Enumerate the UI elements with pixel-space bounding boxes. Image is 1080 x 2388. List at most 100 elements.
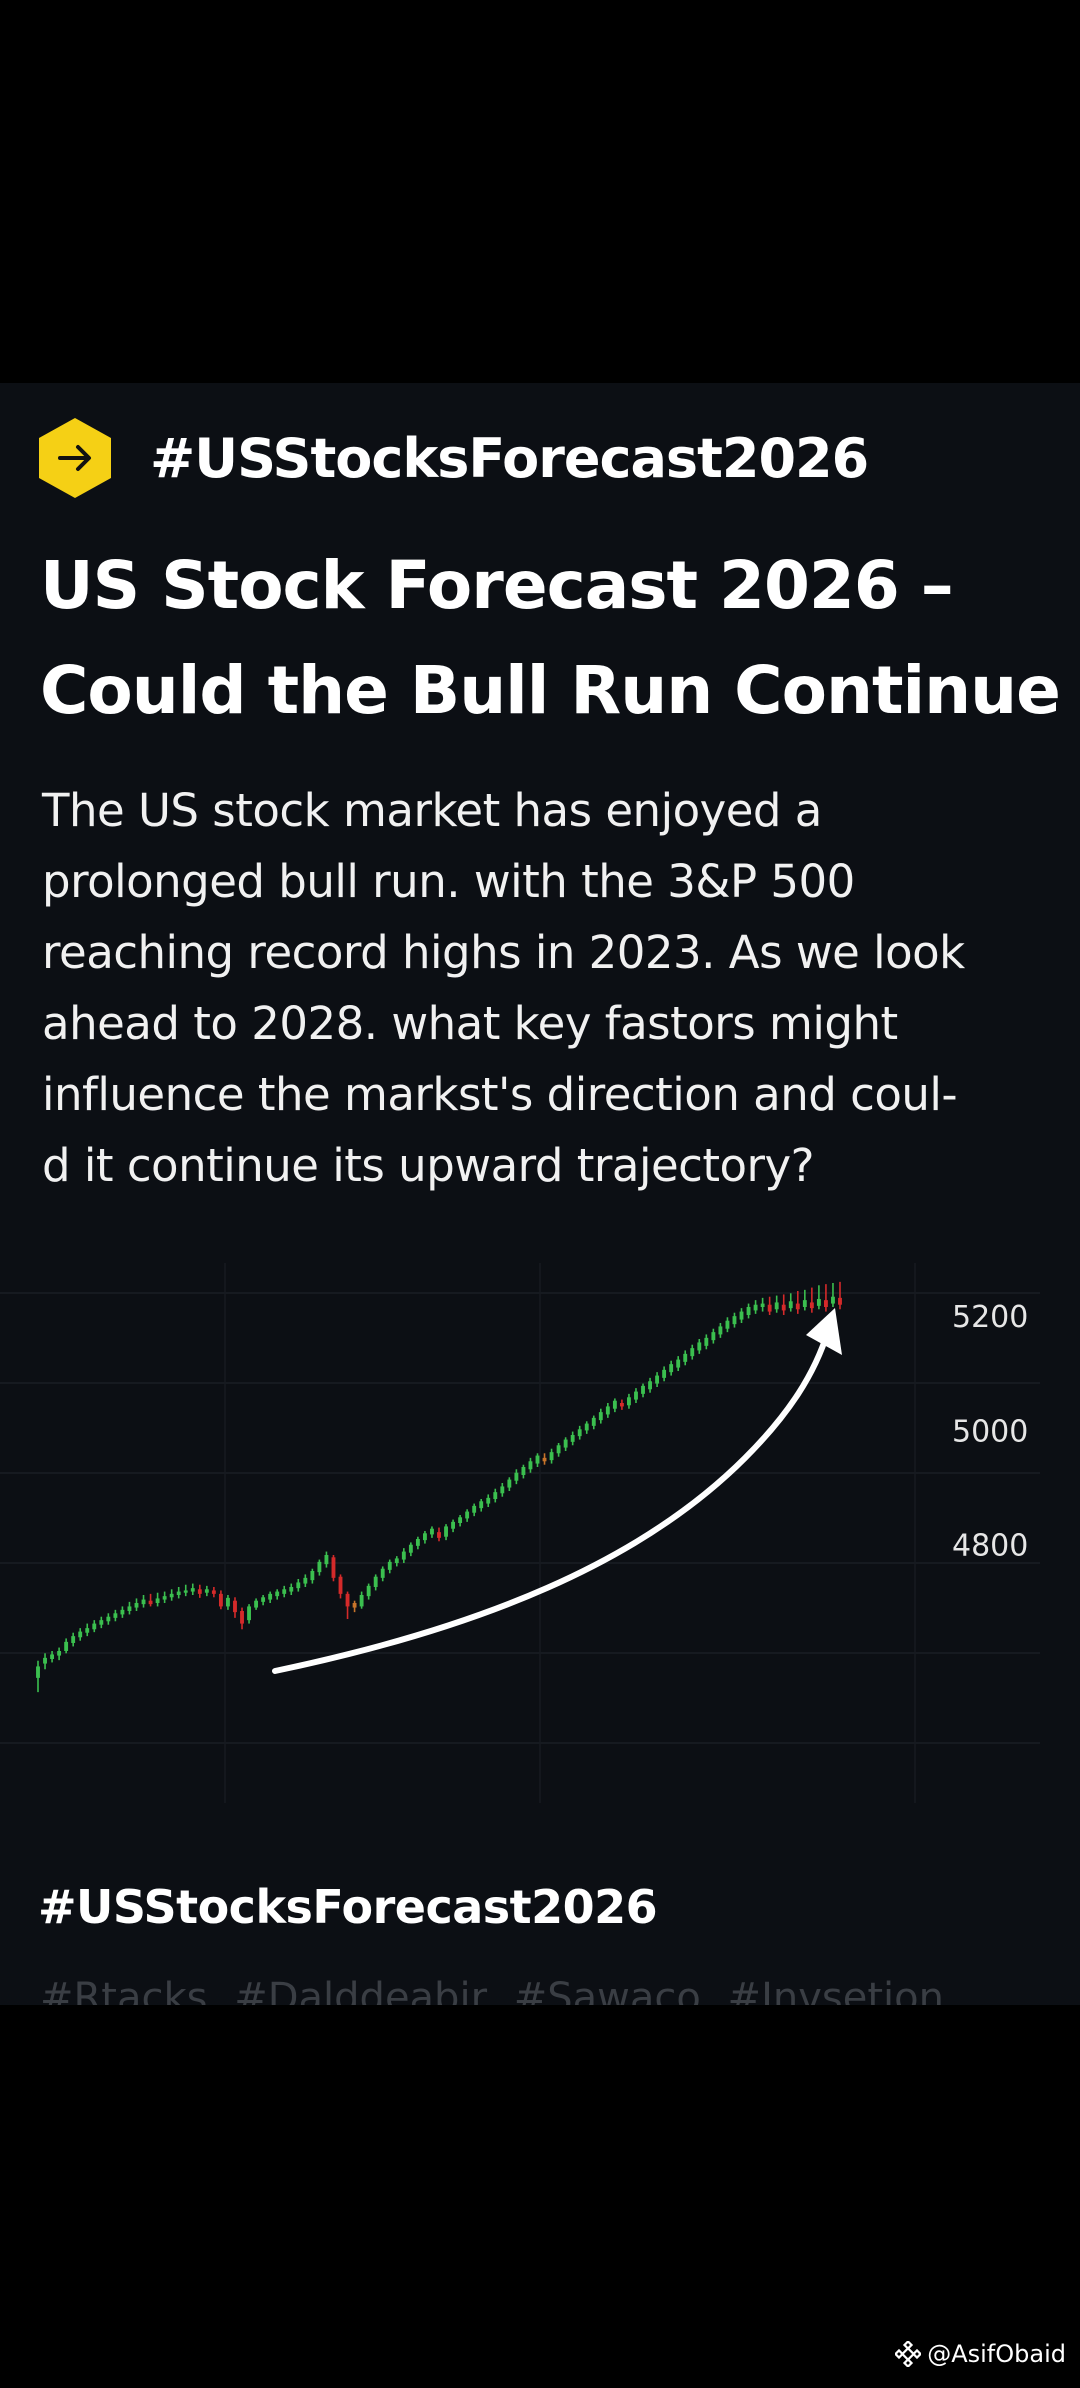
title-line: US Stock Forecast 2026 – [40,547,954,624]
title-line: Could the Bull Run Continue [40,652,1061,729]
candle-body [289,1587,294,1592]
trend-arrow-head [806,1308,842,1355]
candle-body [788,1301,793,1309]
candle-body [394,1558,399,1563]
candle-body [500,1486,505,1494]
candle-body [233,1600,237,1613]
candle-body [732,1316,737,1325]
candle-body [605,1406,610,1415]
candle-body [317,1561,322,1573]
candle-body [240,1611,244,1624]
candle-body [64,1641,69,1651]
candle-body [535,1455,540,1464]
candle-body [542,1457,547,1462]
candle-body [387,1561,392,1570]
candle-body [648,1381,652,1390]
y-tick-label: 5000 [952,1414,1028,1449]
candle-body [169,1593,174,1598]
candle-body [718,1326,723,1335]
candle-body [204,1589,209,1593]
candle-body [226,1597,230,1607]
candle-body [211,1590,216,1594]
candle-body [366,1585,371,1597]
candle-body [338,1576,343,1594]
candle-body [451,1521,456,1529]
candle-body [247,1606,251,1621]
candle-body [697,1342,702,1351]
candle-body [437,1532,441,1538]
watermark: @AsifObaid [895,2340,1066,2368]
candle-body [359,1595,364,1607]
candle-body [507,1479,512,1488]
candle-body [275,1591,280,1597]
candlestick-chart: 5200 5000 4800 [0,1263,1040,1803]
y-tick-label: 4800 [952,1529,1028,1564]
candle-body [50,1654,55,1659]
candle-body [781,1304,786,1311]
candle-body [662,1369,667,1378]
candle-body [528,1461,533,1470]
candle-body [619,1403,624,1407]
candle-body [43,1657,47,1664]
post-body: The US stock market has enjoyed a prolon… [42,775,1052,1201]
candle-body [809,1302,814,1309]
body-line: ahead to 2028. what key fastors might [42,997,898,1050]
candle-body [408,1544,413,1553]
arrow-right-hex-icon [36,416,114,500]
candle-body [753,1304,758,1311]
faded-hashtags: #Rtacks #Dalddeabir #Sawaco #Invsetion [40,1975,944,2005]
candle-body [591,1417,596,1426]
candle-body [373,1576,378,1587]
candle-body [254,1600,259,1608]
footer-hashtag[interactable]: #USStocksForecast2026 [38,1880,658,1934]
candle-body [838,1297,842,1305]
y-tick-label: 5200 [952,1300,1028,1335]
candle-body [296,1582,301,1589]
candle-body [725,1320,730,1329]
candle-body [676,1359,681,1368]
binance-logo-icon [895,2341,922,2367]
candle-body [823,1300,828,1307]
candle-body [493,1492,498,1499]
candle-body [422,1533,427,1541]
candle-body [767,1304,772,1312]
candle-body [704,1337,709,1346]
candle-body [669,1364,674,1373]
candle-body [683,1353,688,1362]
watermark-handle: @AsifObaid [927,2340,1066,2368]
candle-body [472,1505,477,1513]
candle-body [570,1435,575,1442]
candle-body [324,1555,329,1565]
candle-body [760,1303,765,1307]
candle-body [268,1593,273,1600]
post-header: #USStocksForecast2026 [36,413,869,503]
candle-body [577,1429,582,1437]
candle-body [71,1636,76,1643]
body-line: d it continue its upward trajectory? [42,1139,815,1192]
candle-body [479,1501,484,1509]
candle-body [303,1577,308,1584]
candle-body [514,1472,519,1481]
candle-body [197,1589,202,1594]
header-hashtag[interactable]: #USStocksForecast2026 [150,426,869,490]
candle-body [444,1526,448,1537]
body-line: The US stock market has enjoyed a [42,784,822,837]
candle-body [162,1596,167,1600]
candle-body [816,1299,821,1306]
candle-body [486,1497,491,1504]
candle-body [352,1603,357,1608]
candle-body [127,1606,132,1611]
candle-body [401,1551,406,1560]
body-line: influence the markst's direction and cou… [42,1068,958,1121]
candle-body [556,1445,561,1454]
candle-body [711,1332,716,1341]
candle-body [563,1439,568,1448]
candle-body [99,1620,104,1625]
candle-body [549,1452,554,1461]
candle-body [120,1609,125,1615]
candle-body [655,1375,660,1384]
candle-body [458,1517,463,1523]
candle-body [690,1348,695,1357]
candle-body [774,1302,779,1310]
candle-body [746,1307,751,1315]
